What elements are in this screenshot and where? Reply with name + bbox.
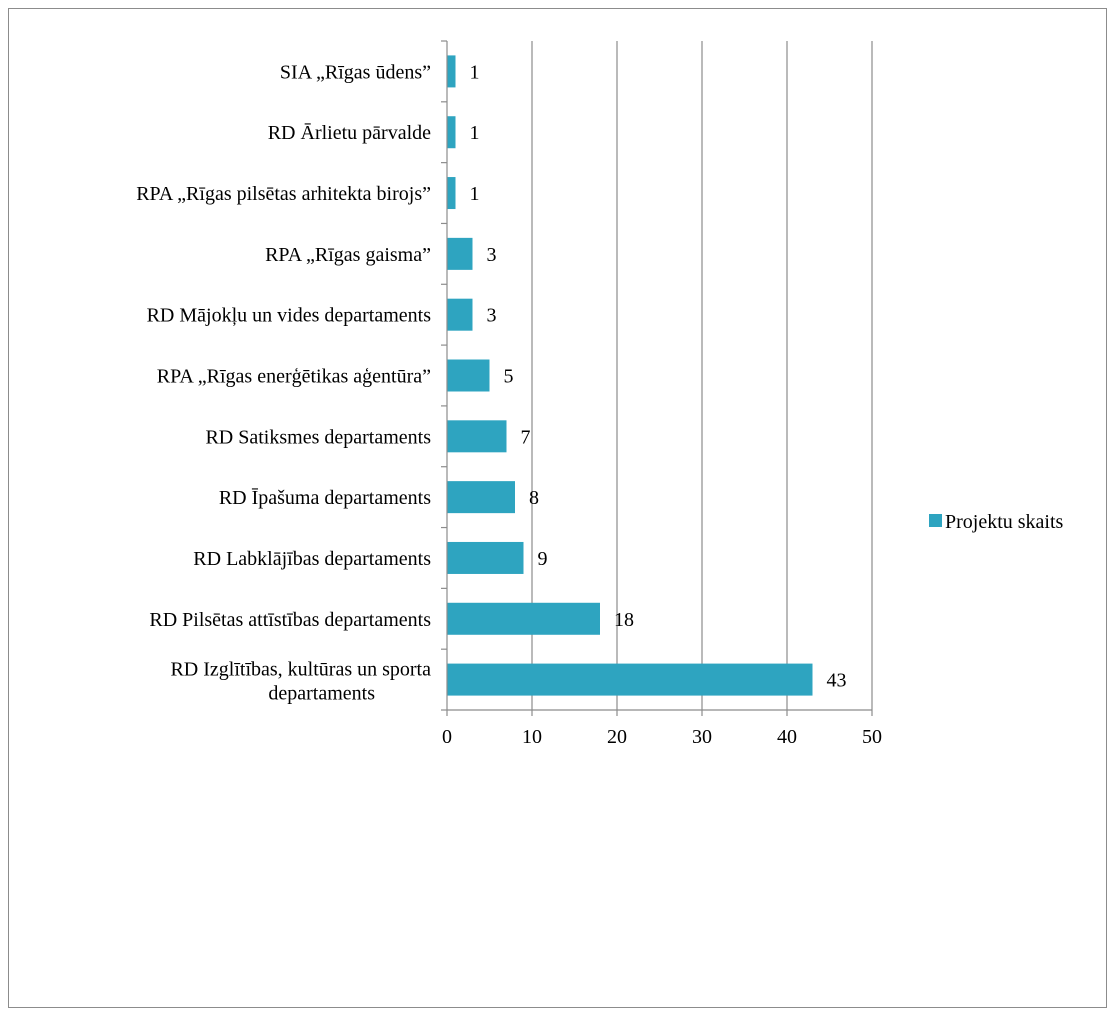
bar	[447, 359, 490, 392]
x-tick-label: 10	[522, 726, 542, 748]
bar-chart: 43 18 9 8 7 5 3 3 1 1 1 0 10 20 30 40 50 RD Izglītības,…	[136, 40, 1064, 748]
bar	[447, 55, 456, 88]
x-tick-label: 40	[777, 726, 797, 748]
category-label: RPA „Rīgas enerģētikas aģentūra”	[157, 366, 431, 388]
bars: 43 18 9 8 7 5 3 3 1 1 1	[447, 55, 847, 696]
data-label: 8	[529, 487, 539, 509]
legend: Projektu skaits	[929, 511, 1064, 533]
chart-frame: 43 18 9 8 7 5 3 3 1 1 1 0 10 20 30 40 50 RD Izglītības,…	[8, 8, 1107, 1008]
data-label: 3	[487, 244, 497, 266]
legend-swatch	[929, 514, 942, 527]
data-label: 43	[827, 670, 847, 692]
category-label: SIA „Rīgas ūdens”	[280, 61, 431, 83]
category-label: RD Izglītības, kultūras un sporta departa…	[170, 659, 431, 705]
data-label: 1	[470, 61, 480, 83]
x-tick-label: 0	[442, 726, 452, 748]
bar	[447, 541, 524, 574]
category-label: RD Mājokļu un vides departaments	[147, 305, 432, 327]
x-tick-label: 30	[692, 726, 712, 748]
bar	[447, 420, 507, 453]
data-label: 9	[538, 548, 548, 570]
x-tick-label: 50	[862, 726, 882, 748]
category-label: RD Ārlietu pārvalde	[268, 122, 431, 144]
data-label: 7	[521, 426, 531, 448]
category-label: RD Labklājības departaments	[193, 548, 431, 570]
data-label: 1	[470, 183, 480, 205]
data-label: 3	[487, 305, 497, 327]
bar	[447, 663, 813, 696]
axes: 0 10 20 30 40 50	[441, 40, 882, 748]
gridlines	[531, 41, 873, 710]
bar	[447, 116, 456, 149]
data-label: 1	[470, 122, 480, 144]
category-label: RPA „Rīgas pilsētas arhitekta birojs”	[136, 183, 431, 205]
legend-label: Projektu skaits	[945, 511, 1064, 533]
bar	[447, 481, 515, 514]
category-label: RPA „Rīgas gaisma”	[265, 244, 431, 266]
bar	[447, 237, 473, 270]
data-label: 5	[504, 366, 514, 388]
category-label: RD Pilsētas attīstības departaments	[149, 609, 431, 631]
category-label: RD Īpašuma departaments	[219, 487, 431, 509]
bar	[447, 298, 473, 331]
category-labels: RD Izglītības, kultūras un sporta departa…	[136, 61, 431, 704]
category-label: RD Satiksmes departaments	[205, 426, 431, 448]
bar	[447, 177, 456, 210]
data-label: 18	[614, 609, 634, 631]
x-tick-label: 20	[607, 726, 627, 748]
bar	[447, 602, 600, 635]
